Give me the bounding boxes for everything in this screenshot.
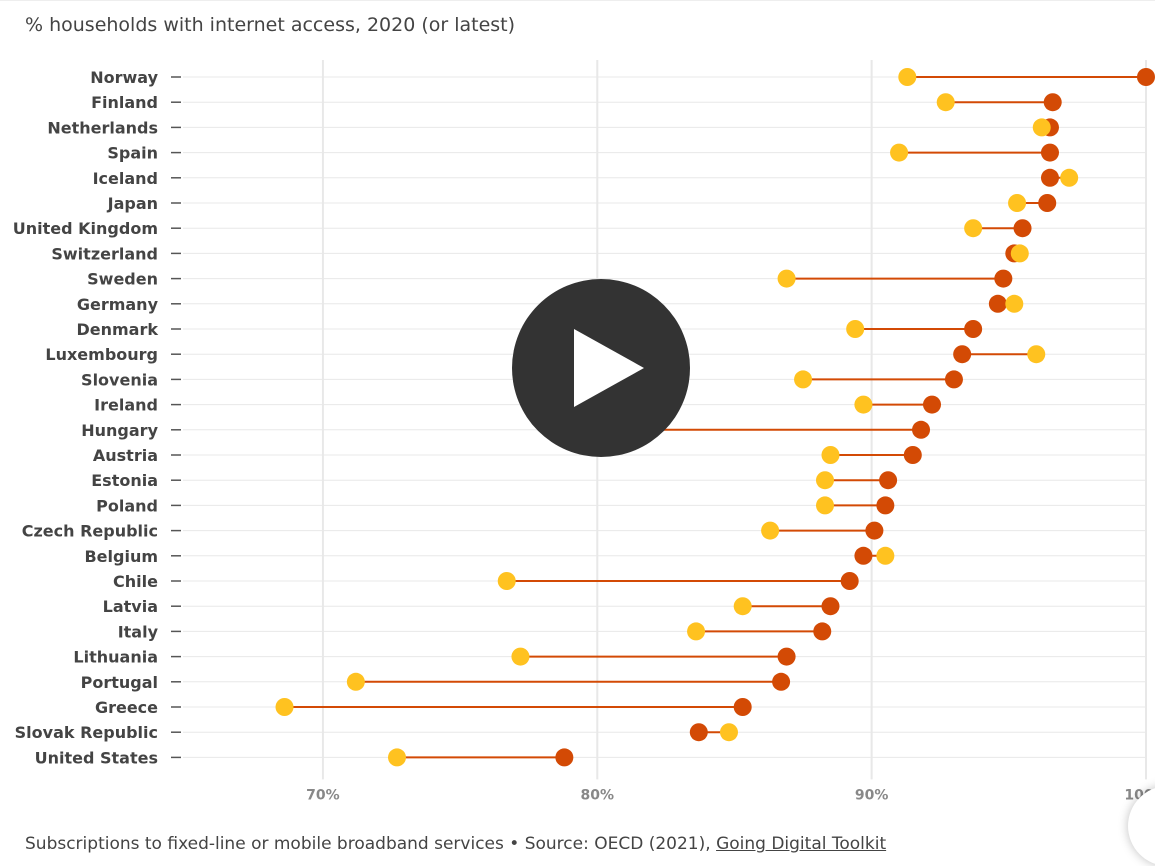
country-label: Austria bbox=[93, 446, 158, 465]
point-second bbox=[876, 496, 895, 515]
point-second bbox=[865, 521, 884, 540]
point-second bbox=[964, 320, 983, 338]
play-button[interactable] bbox=[512, 279, 690, 457]
point-second bbox=[944, 370, 963, 389]
point-second bbox=[1038, 194, 1057, 212]
point-second bbox=[994, 269, 1013, 288]
point-first bbox=[1005, 294, 1024, 313]
country-label: Estonia bbox=[91, 471, 158, 490]
country-label: Denmark bbox=[76, 320, 158, 339]
point-first bbox=[821, 446, 840, 464]
country-label: Chile bbox=[113, 572, 158, 591]
point-first bbox=[275, 698, 294, 716]
country-label: United States bbox=[35, 748, 158, 767]
country-label: Netherlands bbox=[47, 118, 158, 137]
top-rule bbox=[0, 0, 1155, 1]
country-label: Italy bbox=[118, 622, 159, 641]
country-label: Spain bbox=[107, 144, 158, 163]
point-first bbox=[816, 471, 834, 490]
point-second bbox=[854, 546, 873, 565]
point-second bbox=[1040, 168, 1059, 187]
point-second bbox=[1137, 68, 1155, 86]
point-second bbox=[777, 647, 796, 666]
point-second bbox=[1013, 219, 1032, 238]
x-tick-label: 80% bbox=[581, 787, 615, 803]
point-first bbox=[687, 622, 706, 641]
country-label: Greece bbox=[95, 698, 158, 717]
country-label: Poland bbox=[96, 496, 158, 515]
country-label: Luxembourg bbox=[45, 345, 158, 364]
point-first bbox=[1060, 168, 1079, 187]
country-label: Norway bbox=[90, 68, 158, 87]
point-first bbox=[890, 143, 909, 162]
point-second bbox=[903, 446, 922, 464]
point-second bbox=[689, 723, 708, 742]
country-label: Portugal bbox=[81, 673, 158, 692]
point-second bbox=[879, 471, 898, 490]
point-second bbox=[953, 345, 972, 364]
point-first bbox=[346, 672, 365, 691]
point-second bbox=[840, 572, 859, 590]
point-first bbox=[511, 647, 530, 666]
point-first bbox=[1008, 194, 1027, 212]
point-second bbox=[555, 748, 574, 767]
point-first bbox=[497, 572, 516, 590]
point-first bbox=[1010, 244, 1029, 263]
point-first bbox=[777, 269, 796, 288]
footer-source-text: Subscriptions to fixed-line or mobile br… bbox=[25, 834, 717, 854]
point-second bbox=[733, 698, 752, 716]
play-icon bbox=[574, 329, 644, 407]
point-first bbox=[794, 370, 813, 389]
country-label: United Kingdom bbox=[13, 219, 158, 238]
point-first bbox=[936, 93, 955, 112]
point-first bbox=[846, 320, 865, 338]
point-first bbox=[1032, 118, 1051, 137]
point-first bbox=[816, 496, 834, 515]
country-label: Germany bbox=[77, 295, 159, 314]
x-tick-label: 70% bbox=[306, 787, 340, 803]
point-second bbox=[923, 395, 941, 414]
point-first bbox=[1027, 345, 1046, 364]
country-label: Switzerland bbox=[51, 244, 158, 263]
point-first bbox=[733, 597, 752, 616]
country-label: Lithuania bbox=[73, 648, 158, 667]
point-first bbox=[898, 68, 917, 86]
chart-footer: Subscriptions to fixed-line or mobile br… bbox=[25, 834, 886, 854]
point-second bbox=[772, 672, 791, 691]
country-label: Slovenia bbox=[81, 370, 158, 389]
point-second bbox=[1040, 143, 1059, 162]
point-first bbox=[876, 546, 895, 565]
country-label: Belgium bbox=[84, 547, 158, 566]
country-label: Latvia bbox=[103, 597, 158, 616]
country-label: Czech Republic bbox=[22, 522, 158, 541]
country-label: Sweden bbox=[87, 270, 158, 289]
x-tick-label: 90% bbox=[855, 787, 889, 803]
country-label: Japan bbox=[107, 194, 158, 213]
point-second bbox=[988, 294, 1007, 313]
footer-source-link[interactable]: Going Digital Toolkit bbox=[716, 834, 887, 854]
point-first bbox=[388, 748, 406, 767]
country-label: Finland bbox=[91, 93, 158, 112]
point-first bbox=[761, 521, 780, 540]
point-first bbox=[964, 219, 983, 238]
point-first bbox=[719, 723, 738, 742]
point-second bbox=[821, 597, 840, 616]
country-label: Iceland bbox=[93, 169, 158, 188]
point-second bbox=[912, 420, 931, 439]
country-label: Hungary bbox=[81, 421, 158, 440]
point-first bbox=[854, 395, 873, 414]
country-label: Ireland bbox=[94, 396, 158, 415]
point-second bbox=[813, 622, 832, 641]
point-second bbox=[1043, 93, 1062, 112]
chart-title: % households with internet access, 2020 … bbox=[25, 14, 516, 36]
country-label: Slovak Republic bbox=[15, 723, 158, 742]
